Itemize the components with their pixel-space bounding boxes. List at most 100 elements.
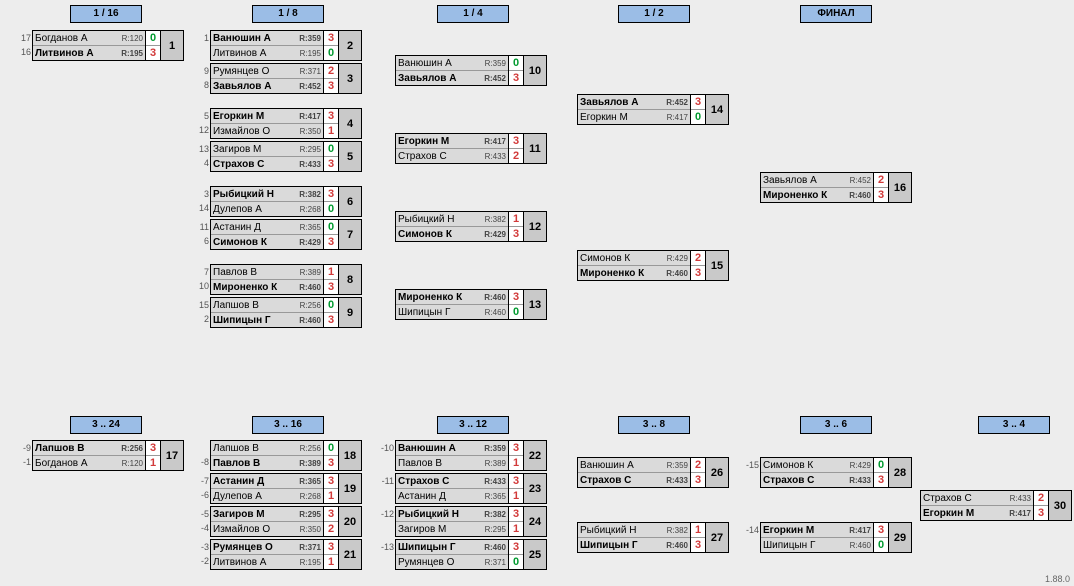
match-21: -3-2Румянцев ОR:371Литвинов АR:1953121 [210, 539, 362, 570]
match-id: 30 [1048, 491, 1071, 520]
player-row: Ванюшин АR:359 [211, 31, 323, 46]
score-cell: 3 [324, 456, 338, 470]
player-row: Дулепов АR:268 [211, 202, 323, 216]
player-rating: R:382 [474, 215, 508, 224]
player-rating: R:256 [289, 444, 323, 453]
player-name: Румянцев О [396, 557, 474, 568]
player-row: Завьялов АR:452 [578, 95, 690, 110]
player-rating: R:295 [289, 510, 323, 519]
player-name: Егоркин М [761, 525, 839, 536]
player-row: Павлов ВR:389 [396, 456, 508, 470]
player-rating: R:433 [474, 152, 508, 161]
round-label: 3 .. 8 [618, 416, 690, 434]
player-name: Симонов К [211, 237, 289, 248]
score-cell: 3 [874, 523, 888, 538]
player-rating: R:389 [289, 268, 323, 277]
player-rating: R:268 [289, 205, 323, 214]
player-rating: R:460 [474, 293, 508, 302]
player-name: Ванюшин А [396, 58, 474, 69]
player-row: Загиров МR:295 [211, 142, 323, 157]
match-id: 7 [338, 220, 361, 249]
seed-numbers: 134 [195, 142, 209, 170]
match-23: -11Страхов СR:433Астанин ДR:3653123 [395, 473, 547, 504]
player-rating: R:429 [656, 254, 690, 263]
match-18: -8Лапшов ВR:256Павлов ВR:3890318 [210, 440, 362, 471]
seed-numbers: -14 [745, 523, 759, 551]
player-rating: R:382 [474, 510, 508, 519]
player-row: Мироненко КR:460 [761, 188, 873, 202]
score-cell: 1 [324, 489, 338, 503]
player-rating: R:417 [474, 137, 508, 146]
player-rating: R:452 [289, 82, 323, 91]
score-cell: 1 [691, 523, 705, 538]
round-label: 3 .. 6 [800, 416, 872, 434]
match-id: 17 [160, 441, 183, 470]
score-cell: 3 [1034, 506, 1048, 520]
player-name: Страхов С [921, 493, 999, 504]
match-id: 3 [338, 64, 361, 93]
player-row: Ванюшин АR:359 [578, 458, 690, 473]
player-row: Рыбицкий НR:382 [396, 507, 508, 522]
player-rating: R:460 [289, 283, 323, 292]
match-id: 21 [338, 540, 361, 569]
seed-numbers: -13 [380, 540, 394, 568]
player-row: Дулепов АR:268 [211, 489, 323, 503]
player-row: Литвинов АR:195 [211, 555, 323, 569]
player-name: Симонов К [761, 460, 839, 471]
match-id: 29 [888, 523, 911, 552]
player-row: Измайлов ОR:350 [211, 124, 323, 138]
match-16: Завьялов АR:452Мироненко КR:4602316 [760, 172, 912, 203]
player-row: Симонов КR:429 [396, 227, 508, 241]
match-29: -14Егоркин МR:417Шипицын ГR:4603029 [760, 522, 912, 553]
player-row: Шипицын ГR:460 [396, 540, 508, 555]
round-label: 1 / 2 [618, 5, 690, 23]
player-rating: R:452 [474, 74, 508, 83]
player-row: Завьялов АR:452 [761, 173, 873, 188]
player-row: Павлов ВR:389 [211, 456, 323, 470]
score-cell: 3 [324, 109, 338, 124]
player-row: Шипицын ГR:460 [578, 538, 690, 552]
score-cell: 3 [324, 79, 338, 93]
player-name: Шипицын Г [211, 315, 289, 326]
match-id: 24 [523, 507, 546, 536]
player-name: Лапшов В [211, 443, 289, 454]
player-row: Литвинов АR:195 [33, 46, 145, 60]
player-rating: R:371 [289, 543, 323, 552]
score-cell: 2 [691, 251, 705, 266]
player-row: Егоркин МR:417 [396, 134, 508, 149]
score-cell: 0 [509, 305, 523, 319]
seed-numbers: -15 [745, 458, 759, 486]
seed-numbers: -3-2 [195, 540, 209, 568]
player-rating: R:452 [839, 176, 873, 185]
player-row: Завьялов АR:452 [396, 71, 508, 85]
player-row: Астанин ДR:365 [211, 220, 323, 235]
score-cell: 1 [509, 489, 523, 503]
round-label: 1 / 4 [437, 5, 509, 23]
player-row: Мироненко КR:460 [396, 290, 508, 305]
player-name: Симонов К [396, 229, 474, 240]
round-label: 3 .. 12 [437, 416, 509, 434]
player-name: Мироненко К [396, 292, 474, 303]
player-rating: R:460 [289, 316, 323, 325]
player-rating: R:460 [839, 541, 873, 550]
score-cell: 0 [509, 56, 523, 71]
player-name: Страхов С [211, 159, 289, 170]
score-cell: 0 [874, 458, 888, 473]
round-label: 1 / 8 [252, 5, 324, 23]
player-rating: R:417 [999, 509, 1033, 518]
player-name: Литвинов А [211, 557, 289, 568]
match-id: 9 [338, 298, 361, 327]
player-rating: R:452 [656, 98, 690, 107]
player-rating: R:359 [474, 444, 508, 453]
player-row: Ванюшин АR:359 [396, 56, 508, 71]
match-id: 1 [160, 31, 183, 60]
score-cell: 0 [324, 46, 338, 60]
player-row: Литвинов АR:195 [211, 46, 323, 60]
player-rating: R:389 [474, 459, 508, 468]
player-rating: R:120 [111, 459, 145, 468]
score-cell: 3 [324, 187, 338, 202]
match-id: 2 [338, 31, 361, 60]
player-name: Загиров М [211, 509, 289, 520]
match-14: Завьялов АR:452Егоркин МR:4173014 [577, 94, 729, 125]
player-row: Загиров МR:295 [211, 507, 323, 522]
